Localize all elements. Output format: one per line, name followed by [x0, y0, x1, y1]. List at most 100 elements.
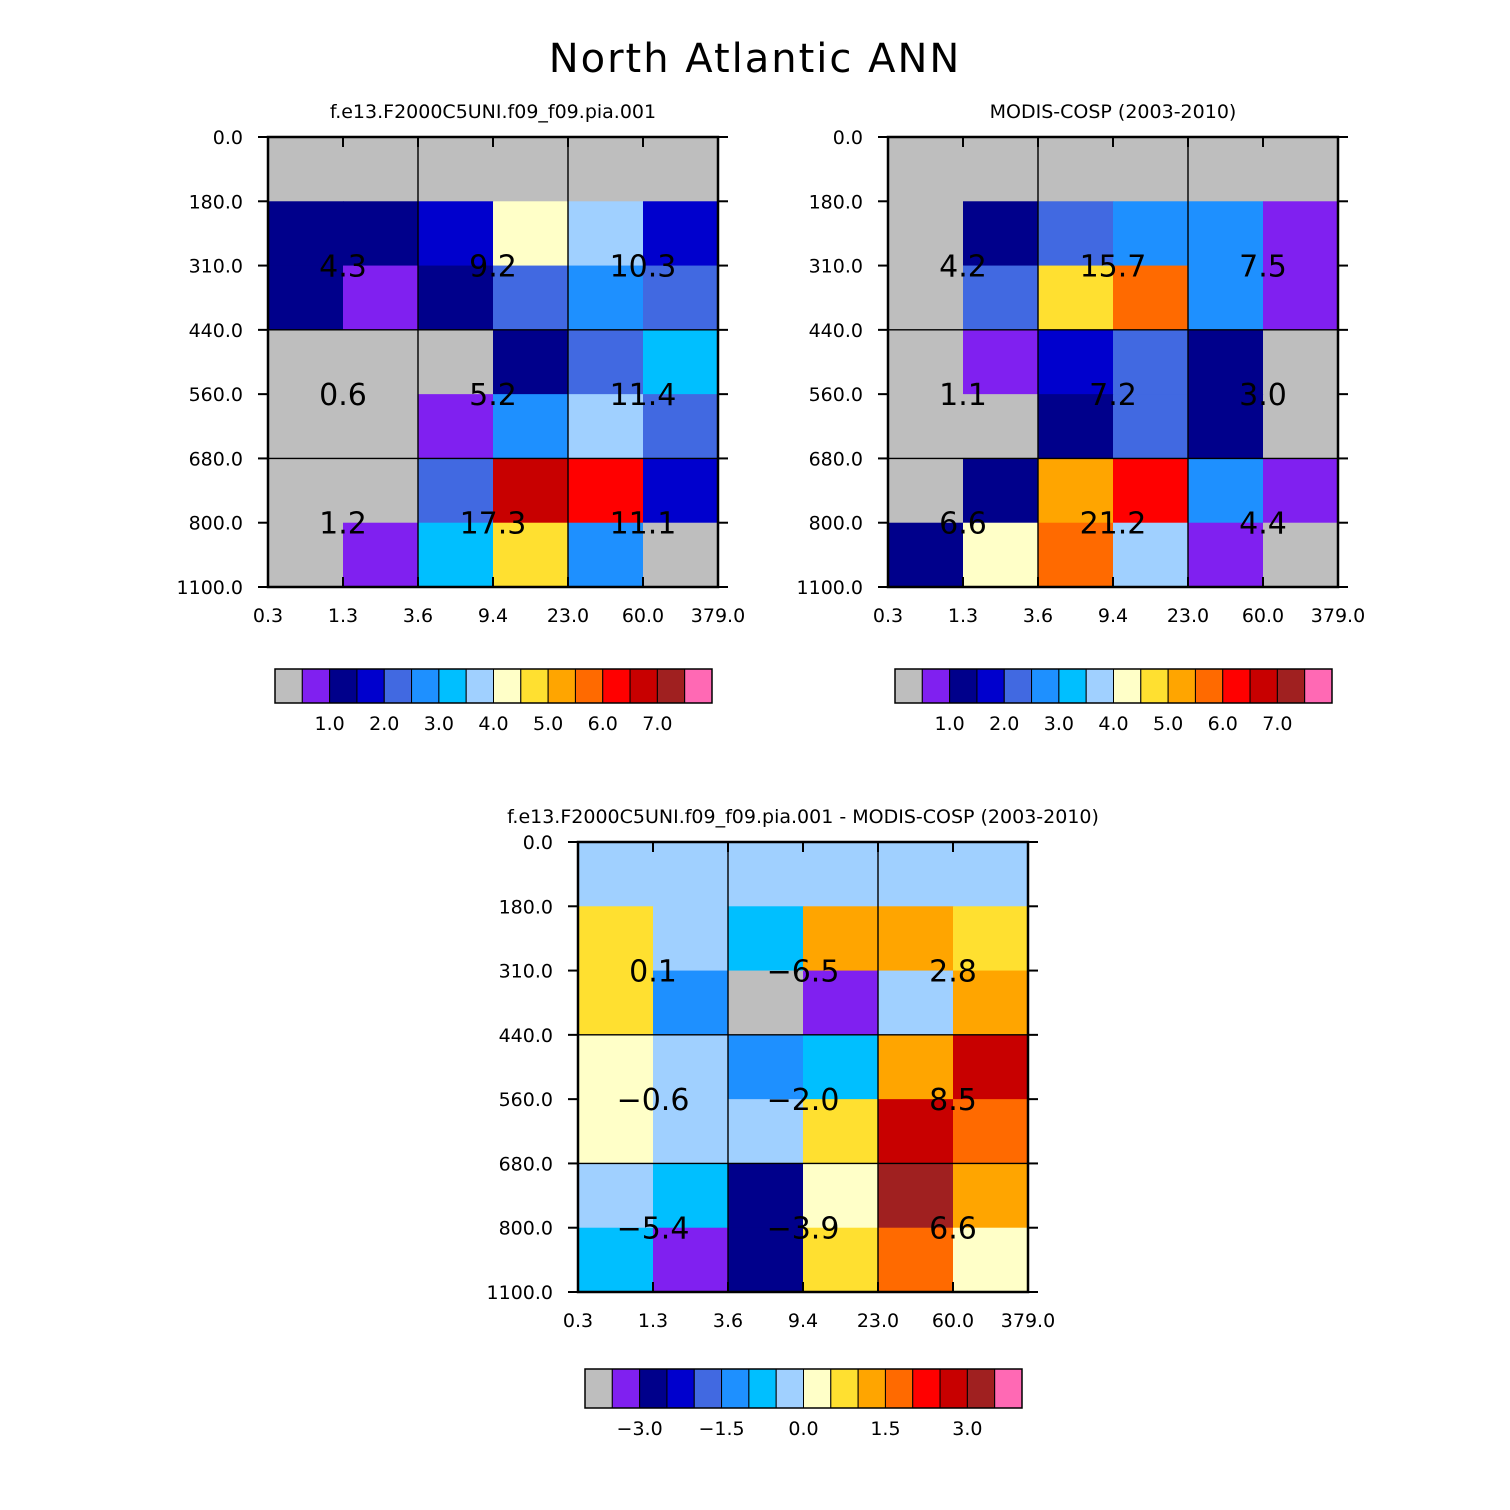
x-tick-label: 23.0	[857, 1310, 899, 1332]
colorbar-tick-label: 5.0	[533, 713, 563, 735]
heatmap-cell	[1263, 458, 1339, 524]
x-tick-label: 9.4	[1098, 605, 1128, 627]
heatmap-cell	[1038, 394, 1114, 460]
heatmap-cell	[418, 137, 494, 202]
heatmap-cell	[1038, 458, 1114, 524]
heatmap-cell	[878, 906, 954, 972]
y-tick-label: 440.0	[189, 320, 243, 342]
colorbar-swatch	[639, 1368, 668, 1409]
colorbar-swatch	[693, 1368, 723, 1409]
colorbar-swatch	[329, 668, 358, 704]
heatmap-cell	[268, 329, 344, 395]
heatmap-cell	[1263, 201, 1339, 267]
x-tick-label: 23.0	[1167, 605, 1209, 627]
heatmap-cell	[888, 201, 964, 267]
box-value-label: −0.6	[617, 1083, 690, 1118]
y-tick-label: 560.0	[499, 1089, 553, 1111]
heatmap-cell	[878, 1163, 954, 1229]
colorbar-swatch	[1222, 668, 1251, 704]
heatmap-cell	[1113, 201, 1189, 267]
colorbar-swatch	[1058, 668, 1087, 704]
heatmap-cell	[963, 265, 1039, 331]
heatmap-cell	[963, 201, 1039, 267]
colorbar-tick-label: 4.0	[1098, 713, 1128, 735]
heatmap-cell	[653, 1227, 729, 1293]
colorbar-swatch	[748, 1368, 777, 1409]
heatmap-cell	[268, 522, 344, 588]
box-value-label: 1.1	[939, 378, 987, 413]
heatmap-cell	[803, 1034, 879, 1100]
heatmap-cell	[1263, 522, 1339, 588]
heatmap-cell	[888, 265, 964, 331]
heatmap-cell	[343, 458, 419, 524]
heatmap-cell	[653, 1099, 729, 1165]
colorbar-swatch	[611, 1368, 641, 1409]
heatmap-cell	[803, 1099, 879, 1165]
heatmap-cell	[1038, 137, 1114, 202]
heatmap-cell	[878, 1034, 954, 1100]
colorbar-tick-label: −3.0	[617, 1418, 663, 1440]
box-value-label: 5.2	[469, 378, 517, 413]
heatmap-cell	[728, 970, 804, 1036]
heatmap-cell	[1263, 329, 1339, 395]
colorbar-tick-label: 3.0	[1044, 713, 1074, 735]
heatmap-cell	[1038, 522, 1114, 588]
y-tick-label: 800.0	[189, 513, 243, 535]
y-tick-label: 1100.0	[797, 577, 863, 599]
box-value-label: 1.2	[319, 507, 367, 542]
panel-title: f.e13.F2000C5UNI.f09_f09.pia.001 - MODIS…	[507, 806, 1099, 828]
box-value-label: −3.9	[767, 1212, 840, 1247]
heatmap-cell	[643, 329, 719, 395]
colorbar-tick-label: 4.0	[478, 713, 508, 735]
panel-title: MODIS-COSP (2003-2010)	[990, 101, 1237, 123]
colorbar-frame	[274, 668, 713, 704]
x-tick-label: 23.0	[547, 605, 589, 627]
colorbar-swatch	[301, 668, 331, 704]
colorbar-swatch	[438, 668, 467, 704]
box-value-label: 21.2	[1080, 507, 1147, 542]
heatmap-cell	[493, 522, 569, 588]
heatmap-cell	[888, 329, 964, 395]
heatmap-cell	[578, 970, 654, 1036]
heatmap-cell	[568, 137, 644, 202]
heatmap-cell	[653, 970, 729, 1036]
heatmap-cell	[878, 1227, 954, 1293]
heatmap-cell	[963, 329, 1039, 395]
heatmap-cell	[643, 137, 719, 202]
colorbar-swatch	[830, 1368, 859, 1409]
panel-observation: MODIS-COSP (2003-2010) 0.3 1.3 3.6 9.4 23.0 60…	[797, 101, 1366, 735]
colorbar-swatch	[574, 668, 604, 704]
heatmap-cell	[1113, 137, 1189, 202]
x-tick-label: 3.6	[713, 1310, 743, 1332]
heatmap-cell	[953, 1034, 1029, 1100]
heatmap-cell	[643, 522, 719, 588]
x-tick-label: 0.3	[563, 1310, 593, 1332]
heatmap-cell	[568, 201, 644, 267]
heatmap-cell	[878, 1099, 954, 1165]
x-tick-label: 9.4	[788, 1310, 818, 1332]
heatmap-cell	[953, 1163, 1029, 1229]
heatmap-cell	[1188, 329, 1264, 395]
heatmap-cell	[803, 970, 879, 1036]
box-value-label: 7.2	[1089, 378, 1137, 413]
colorbar-tick-label: 7.0	[1262, 713, 1292, 735]
x-tick-label: 379.0	[1311, 605, 1365, 627]
colorbar-swatch	[721, 1368, 750, 1409]
colorbar-swatch	[356, 668, 385, 704]
heatmap-cell	[1038, 329, 1114, 395]
heatmap-cell	[888, 137, 964, 202]
box-value-label: 11.1	[610, 507, 677, 542]
colorbar-swatch	[912, 1368, 941, 1409]
heatmap-cell	[578, 906, 654, 972]
heatmap-cell	[653, 906, 729, 972]
box-value-label: 7.5	[1239, 250, 1287, 285]
heatmap-cell	[1113, 522, 1189, 588]
box-value-label: 2.8	[929, 955, 977, 990]
colorbar-swatch	[803, 1368, 832, 1409]
x-tick-label: 60.0	[622, 605, 664, 627]
colorbar-swatch	[547, 668, 576, 704]
heatmap-cell	[418, 329, 494, 395]
y-tick-label: 680.0	[809, 448, 863, 470]
y-tick-label: 560.0	[809, 384, 863, 406]
